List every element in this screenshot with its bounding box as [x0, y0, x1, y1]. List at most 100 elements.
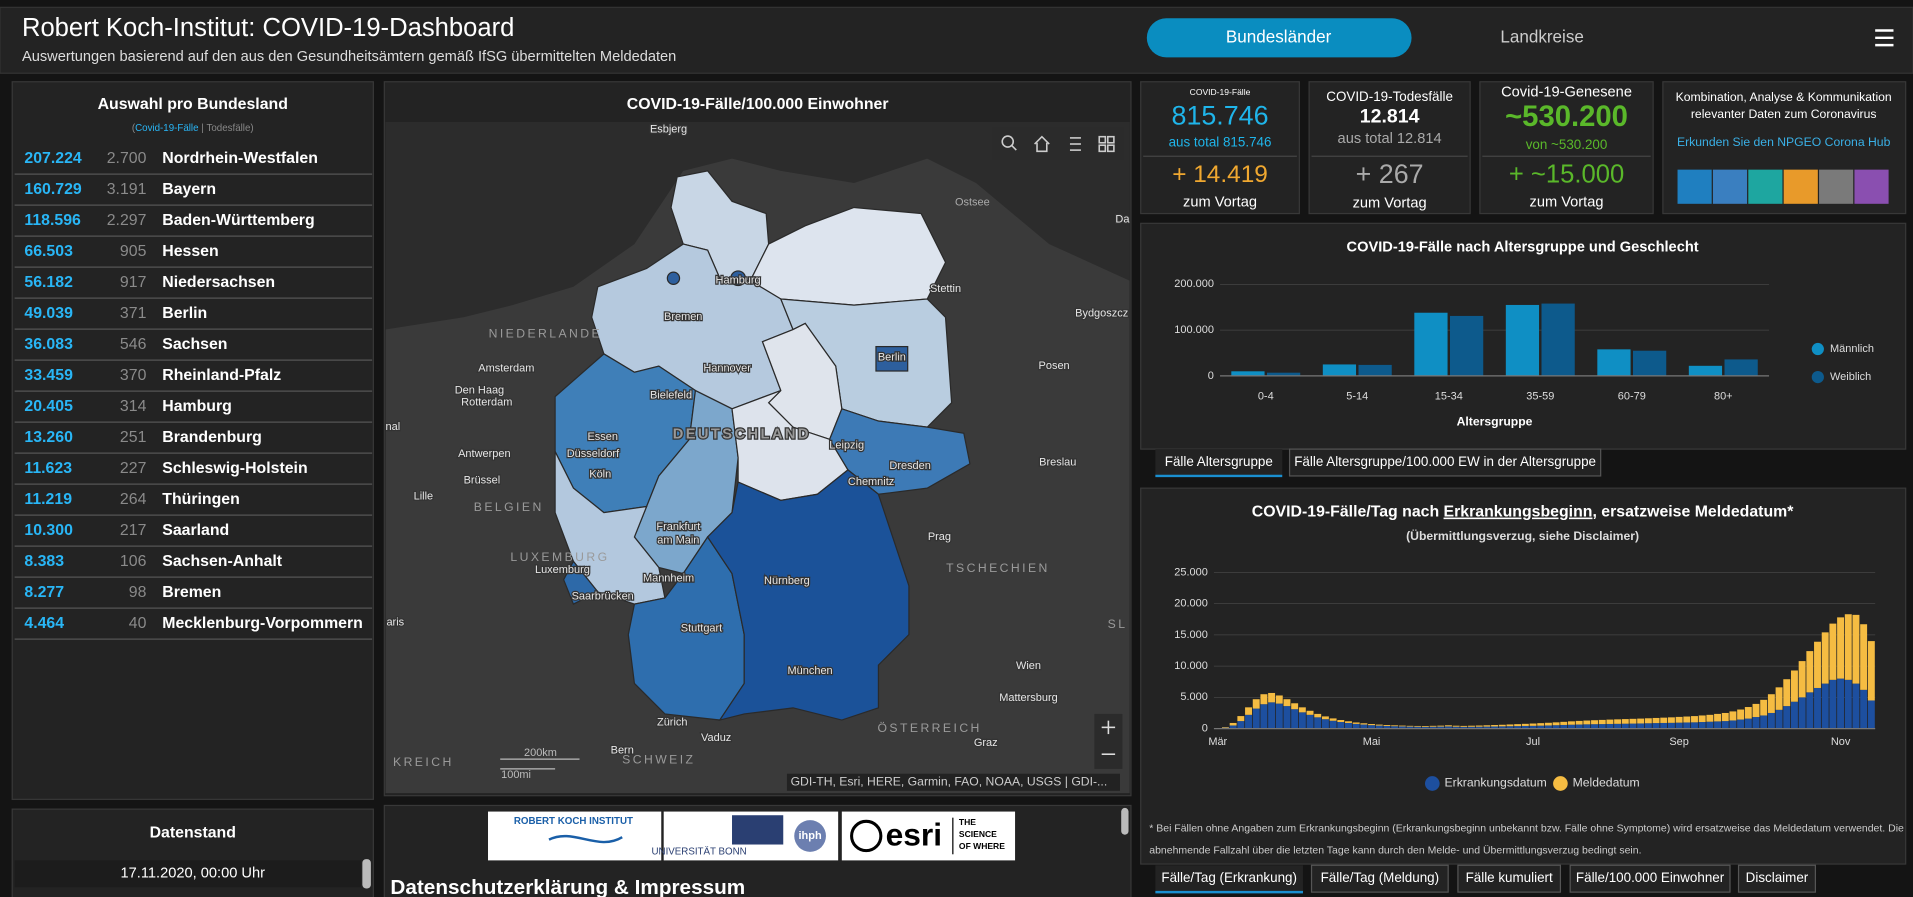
state-shape[interactable]	[554, 451, 666, 605]
tab[interactable]	[1569, 864, 1731, 893]
state-cases: 49.039	[24, 305, 73, 322]
bar-segment	[1483, 726, 1491, 729]
map-tools[interactable]	[1001, 135, 1115, 153]
map-label: Bern	[611, 744, 634, 756]
bar-segment	[1398, 725, 1406, 727]
map-sea	[385, 122, 1130, 330]
tab[interactable]	[1155, 865, 1303, 893]
kpi-delta: + ~15.000	[1509, 161, 1624, 189]
tab-label[interactable]: Fälle Altersgruppe/100.000 EW in der Alt…	[1294, 454, 1596, 469]
x-tick-label: 15-34	[1435, 391, 1463, 403]
state-cases: 33.459	[24, 367, 73, 384]
bar-segment	[1806, 651, 1814, 693]
map-label: Essen	[587, 431, 617, 443]
state-shape[interactable]	[875, 345, 909, 372]
tab-active[interactable]	[1146, 18, 1412, 58]
scrollbar[interactable]	[1121, 807, 1129, 835]
x-tick-label: 0-4	[1258, 391, 1274, 403]
bar-segment	[1675, 722, 1683, 729]
bar-segment	[1421, 726, 1429, 729]
tab-label[interactable]: Disclaimer	[1746, 870, 1809, 885]
age-tabs: Fälle Altersgruppe Fälle Altersgruppe/100…	[1155, 448, 1602, 478]
logo-text: ROBERT KOCH INSTITUT	[514, 816, 633, 827]
bar-segment	[1429, 725, 1437, 727]
tab[interactable]	[1310, 864, 1449, 893]
bar	[1450, 315, 1484, 376]
map-label: Leipzig	[829, 439, 864, 451]
state-shape[interactable]	[666, 271, 681, 285]
x-tick-label: Jul	[1526, 736, 1540, 748]
bar-segment	[1752, 703, 1760, 718]
tab[interactable]	[1457, 864, 1562, 893]
state-shape[interactable]	[562, 560, 599, 605]
title-part: , ersatzweise Meldedatum*	[1592, 504, 1794, 521]
logo-esri	[841, 811, 1016, 861]
state-cases: 11.623	[24, 460, 72, 477]
menu-icon[interactable]	[1875, 29, 1894, 47]
hub-link[interactable]: Erkunden Sie den NPGEO Corona Hub	[1677, 135, 1891, 149]
bar-segment	[1821, 632, 1829, 684]
bar-segment	[1444, 725, 1452, 727]
legend-label: Meldedatum	[1573, 776, 1640, 790]
daily-tabs: Fälle/Tag (Erkrankung) Fälle/Tag (Meldung…	[1155, 864, 1817, 894]
legend-swatch	[1553, 776, 1568, 791]
hub-icons[interactable]	[1677, 169, 1889, 204]
logo-text: SCIENCE	[959, 829, 997, 839]
states-list: 207.224 2.700 Nordrhein-Westfalen 160.729 3.…	[14, 150, 373, 640]
map-label: TSCHECHIEN	[946, 561, 1050, 575]
bar-segment	[1229, 722, 1237, 726]
kpi-delta: + 267	[1356, 159, 1424, 189]
bar-segment	[1368, 725, 1376, 729]
bar-segment	[1329, 720, 1337, 729]
tab[interactable]	[1155, 449, 1283, 476]
tab-label[interactable]: Fälle Altersgruppe	[1165, 454, 1273, 469]
bar-segment	[1391, 726, 1399, 729]
tab-label[interactable]: Fälle kumuliert	[1466, 870, 1553, 885]
state-deaths: 314	[120, 398, 147, 415]
bar-segment	[1675, 716, 1683, 723]
zoom-icons[interactable]	[1101, 720, 1116, 756]
state-shape[interactable]	[706, 469, 910, 722]
tab-label[interactable]: Fälle/Tag (Erkrankung)	[1161, 870, 1297, 885]
tab-label[interactable]: Fälle/Tag (Meldung)	[1321, 870, 1439, 885]
bar-segment	[1537, 723, 1545, 726]
bar-segment	[1283, 699, 1291, 707]
tab-label[interactable]: Fälle/100.000 Einwohner	[1576, 870, 1725, 885]
bar-segment	[1721, 721, 1729, 729]
bar-segment	[1452, 726, 1460, 729]
map-label: Chemnitz	[848, 476, 894, 488]
bar-segment	[1867, 641, 1875, 701]
tab[interactable]: Landkreise	[1500, 27, 1584, 46]
kpi-note: zum Vortag	[1183, 194, 1257, 210]
legend-part: )	[250, 123, 253, 134]
bar-segment	[1337, 722, 1345, 729]
bar-segment	[1398, 726, 1406, 729]
state-shape[interactable]	[730, 270, 747, 287]
chart-subtitle: (Übermittlungsverzug, siehe Disclaimer)	[1406, 528, 1639, 543]
bar-segment	[1291, 703, 1299, 710]
map-label: Posen	[1039, 360, 1070, 372]
attribution: GDI-TH, Esri, HERE, Garmin, FAO, NOAA, U…	[791, 774, 1108, 788]
state-deaths: 546	[120, 336, 147, 353]
x-tick-label: 35-59	[1526, 391, 1554, 403]
logo-text: OF WHERE	[959, 841, 1005, 851]
bar-segment	[1852, 614, 1860, 684]
title-part: COVID-19-Fälle/Tag nach	[1252, 504, 1444, 521]
bar	[1724, 359, 1758, 376]
kpi-note: zum Vortag	[1530, 194, 1604, 210]
bar-segment	[1368, 724, 1376, 726]
x-tick-label: 60-79	[1618, 391, 1646, 403]
bar-segment	[1544, 722, 1552, 726]
kpi-value: 815.746	[1172, 100, 1269, 130]
kpi-label: COVID-19-Todesfälle	[1326, 89, 1453, 104]
map-label: Da	[1115, 214, 1130, 226]
tab[interactable]	[1737, 864, 1817, 893]
tab[interactable]: Bundesländer	[1226, 27, 1332, 46]
scrollbar[interactable]	[362, 859, 371, 889]
bar-segment	[1714, 721, 1722, 729]
bar-segment	[1345, 722, 1352, 729]
bar-segment	[1352, 722, 1360, 724]
bar-segment	[1614, 723, 1622, 729]
bar-segment	[1652, 717, 1660, 724]
tab[interactable]	[1288, 448, 1602, 477]
